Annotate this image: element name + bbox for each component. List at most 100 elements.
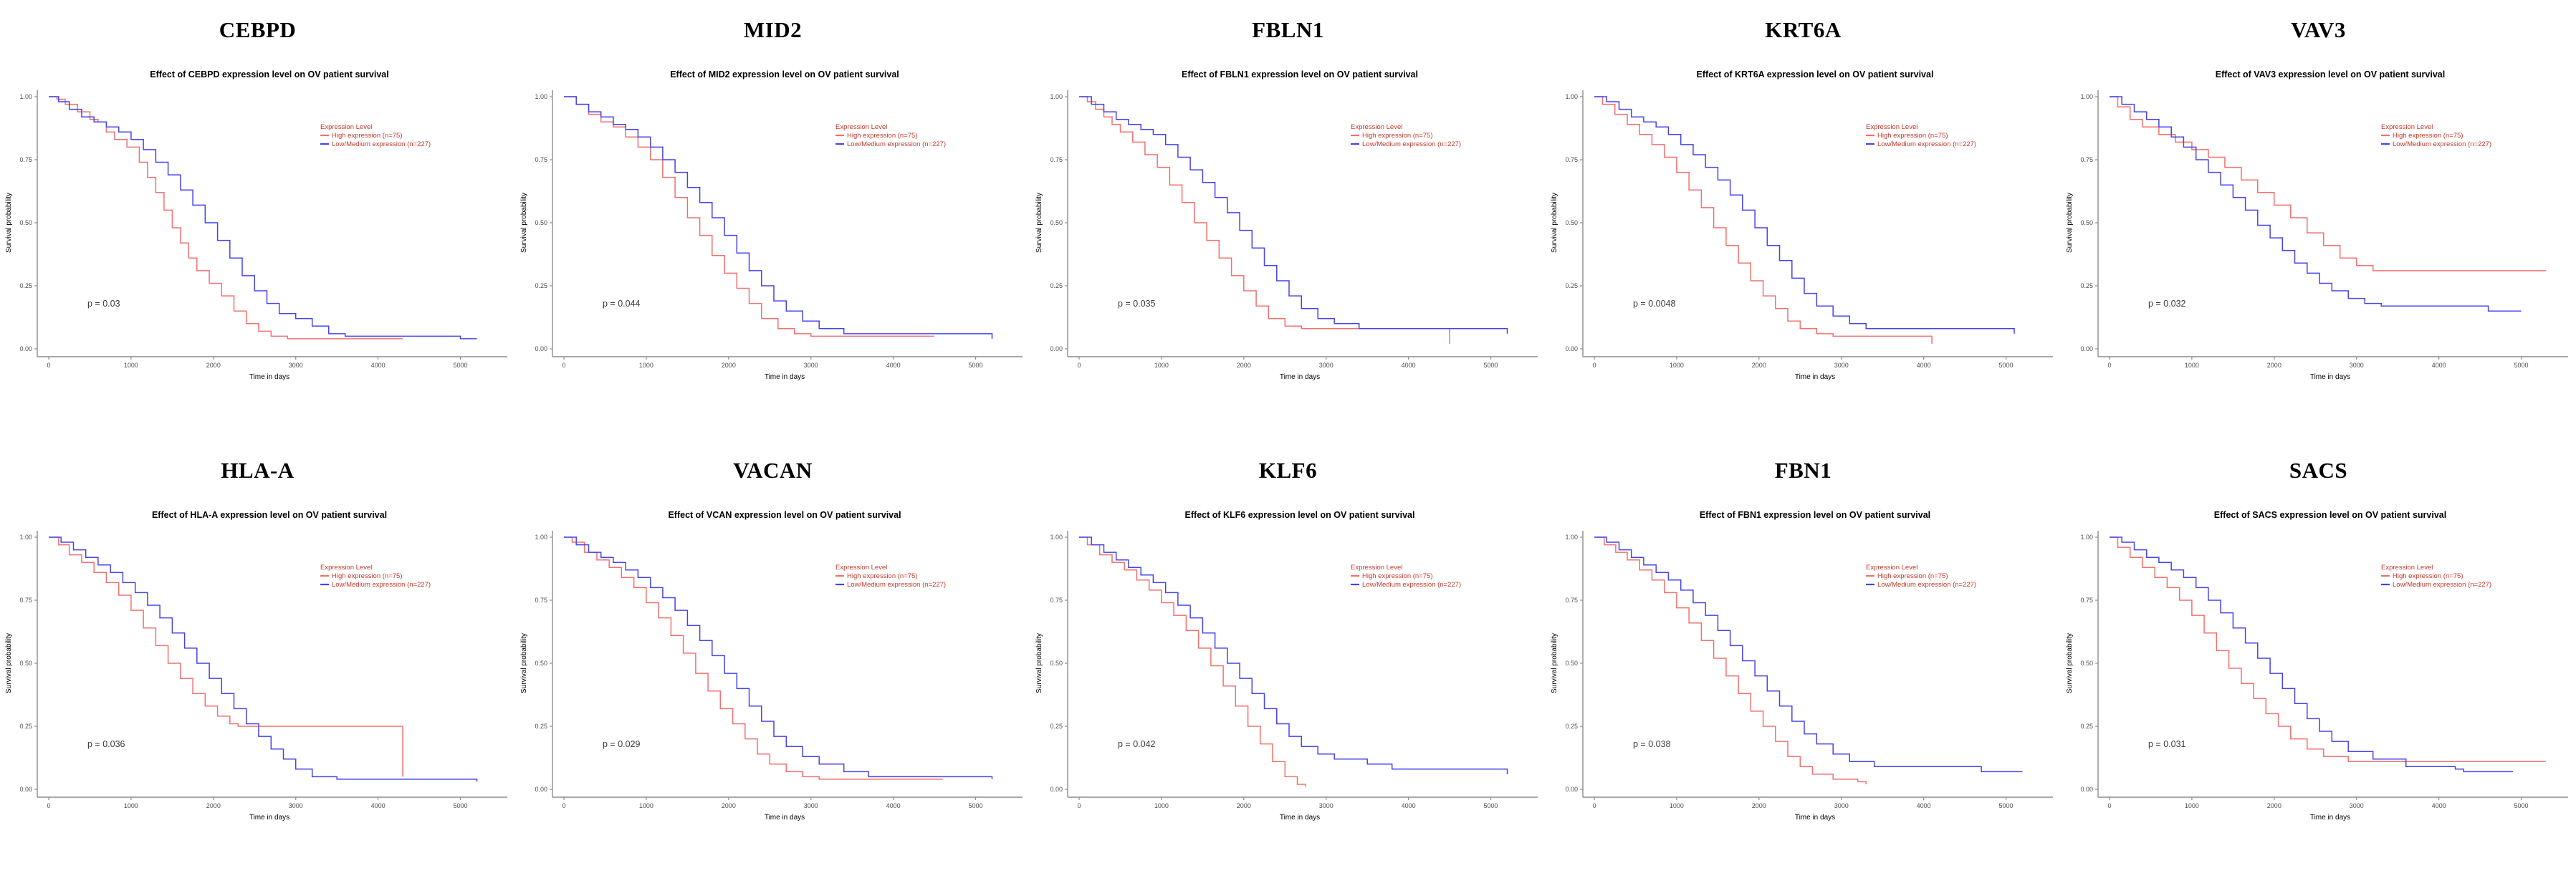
legend-high-label: High expression (n=75) xyxy=(1362,132,1432,140)
x-tick-label: 2000 xyxy=(206,802,221,809)
legend-low-label: Low/Medium expression (n=227) xyxy=(1362,581,1461,589)
p-value-label: p = 0.029 xyxy=(603,739,641,749)
km-chart: Effect of VAV3 expression level on OV pa… xyxy=(2061,63,2576,400)
legend-low-label: Low/Medium expression (n=227) xyxy=(332,581,431,589)
y-axis-title: Survival probability xyxy=(520,193,528,253)
x-axis-title: Time in days xyxy=(249,373,289,381)
p-value-label: p = 0.038 xyxy=(1633,739,1671,749)
legend-high-label: High expression (n=75) xyxy=(2393,572,2463,580)
x-tick-label: 0 xyxy=(47,802,50,809)
gene-title: VACAN xyxy=(733,458,813,483)
km-plot-svg: Effect of SACS expression level on OV pa… xyxy=(2066,510,2568,822)
x-axis-title: Time in days xyxy=(765,373,805,381)
x-tick-label: 0 xyxy=(1592,362,1596,369)
y-tick-label: 0.75 xyxy=(1050,156,1063,163)
high-expression-curve xyxy=(2110,96,2546,271)
y-tick-label: 0.25 xyxy=(535,723,547,730)
x-tick-label: 2000 xyxy=(1752,362,1766,369)
x-tick-label: 0 xyxy=(562,362,565,369)
chart-title: Effect of KLF6 expression level on OV pa… xyxy=(1185,510,1415,520)
x-axis-title: Time in days xyxy=(1280,814,1320,822)
y-axis-title: Survival probability xyxy=(1551,633,1558,693)
x-tick-label: 1000 xyxy=(1154,802,1169,809)
x-tick-label: 0 xyxy=(2107,802,2111,809)
y-tick-label: 0.00 xyxy=(2080,786,2093,793)
y-tick-label: 0.25 xyxy=(1565,723,1578,730)
x-tick-label: 5000 xyxy=(454,362,468,369)
x-tick-label: 5000 xyxy=(1999,362,2014,369)
x-tick-label: 4000 xyxy=(886,802,901,809)
p-value-label: p = 0.042 xyxy=(1118,739,1156,749)
y-tick-label: 0.00 xyxy=(1050,786,1063,793)
legend-title: Expression Level xyxy=(2381,123,2433,131)
km-plot-svg: Effect of CEBPD expression level on OV p… xyxy=(5,69,507,381)
x-tick-label: 4000 xyxy=(1917,362,1931,369)
x-tick-label: 3000 xyxy=(289,362,303,369)
legend-low-label: Low/Medium expression (n=227) xyxy=(332,140,431,148)
legend-title: Expression Level xyxy=(1866,123,1917,131)
km-chart: Effect of MID2 expression level on OV pa… xyxy=(515,63,1030,400)
high-expression-curve xyxy=(49,536,403,777)
y-tick-label: 0.50 xyxy=(1565,660,1578,667)
p-value-label: p = 0.03 xyxy=(87,299,120,309)
x-tick-label: 4000 xyxy=(371,802,386,809)
x-tick-label: 4000 xyxy=(2432,802,2446,809)
low-expression-curve xyxy=(1594,536,2023,773)
x-tick-label: 3000 xyxy=(1834,802,1849,809)
km-plot-svg: Effect of KRT6A expression level on OV p… xyxy=(1551,69,2053,381)
km-chart: Effect of FBLN1 expression level on OV p… xyxy=(1030,63,1546,400)
x-tick-label: 2000 xyxy=(2267,802,2281,809)
y-tick-label: 0.00 xyxy=(1565,345,1578,352)
x-tick-label: 2000 xyxy=(2267,362,2281,369)
x-tick-label: 5000 xyxy=(1999,802,2014,809)
x-tick-label: 1000 xyxy=(1670,362,1684,369)
x-tick-label: 1000 xyxy=(2185,362,2199,369)
y-tick-label: 0.00 xyxy=(19,786,32,793)
x-tick-label: 5000 xyxy=(969,362,983,369)
km-panel-mid2: MID2 Effect of MID2 expression level on … xyxy=(515,0,1030,440)
y-axis-title: Survival probability xyxy=(5,633,13,693)
x-axis-title: Time in days xyxy=(765,814,805,822)
p-value-label: p = 0.031 xyxy=(2148,739,2186,749)
y-axis-title: Survival probability xyxy=(2066,193,2074,253)
y-tick-label: 0.50 xyxy=(535,660,547,667)
y-tick-label: 1.00 xyxy=(535,534,547,541)
high-expression-curve xyxy=(1594,536,1867,784)
y-tick-label: 1.00 xyxy=(1050,93,1063,100)
legend-title: Expression Level xyxy=(2381,564,2433,572)
km-panel-cebpd: CEBPD Effect of CEBPD expression level o… xyxy=(0,0,515,440)
y-tick-label: 1.00 xyxy=(535,93,547,100)
y-tick-label: 0.00 xyxy=(535,786,547,793)
y-tick-label: 0.50 xyxy=(1565,219,1578,226)
x-tick-label: 4000 xyxy=(371,362,386,369)
x-tick-label: 4000 xyxy=(1917,802,1931,809)
x-tick-label: 3000 xyxy=(804,802,818,809)
legend-title: Expression Level xyxy=(320,564,372,572)
x-tick-label: 4000 xyxy=(1402,802,1416,809)
x-tick-label: 0 xyxy=(1592,802,1596,809)
low-expression-curve xyxy=(1079,96,1508,334)
low-expression-curve xyxy=(564,96,993,339)
x-tick-label: 3000 xyxy=(1319,362,1334,369)
x-tick-label: 3000 xyxy=(289,802,303,809)
y-tick-label: 0.50 xyxy=(2080,660,2093,667)
gene-title: HLA-A xyxy=(221,458,295,483)
x-tick-label: 0 xyxy=(2107,362,2111,369)
chart-title: Effect of CEBPD expression level on OV p… xyxy=(150,69,388,80)
y-tick-label: 0.75 xyxy=(1050,597,1063,604)
gene-title: KRT6A xyxy=(1765,17,1842,42)
gene-title: SACS xyxy=(2289,458,2348,483)
km-chart: Effect of CEBPD expression level on OV p… xyxy=(0,63,515,400)
gene-title: KLF6 xyxy=(1258,458,1318,483)
x-axis-title: Time in days xyxy=(1280,373,1320,381)
high-expression-curve xyxy=(1079,96,1450,344)
chart-title: Effect of MID2 expression level on OV pa… xyxy=(670,69,899,80)
y-tick-label: 0.25 xyxy=(1050,723,1063,730)
legend-low-label: Low/Medium expression (n=227) xyxy=(847,581,946,589)
x-tick-label: 3000 xyxy=(2350,362,2364,369)
y-tick-label: 0.50 xyxy=(1050,219,1063,226)
km-panel-vacan: VACAN Effect of VCAN expression level on… xyxy=(515,440,1030,881)
